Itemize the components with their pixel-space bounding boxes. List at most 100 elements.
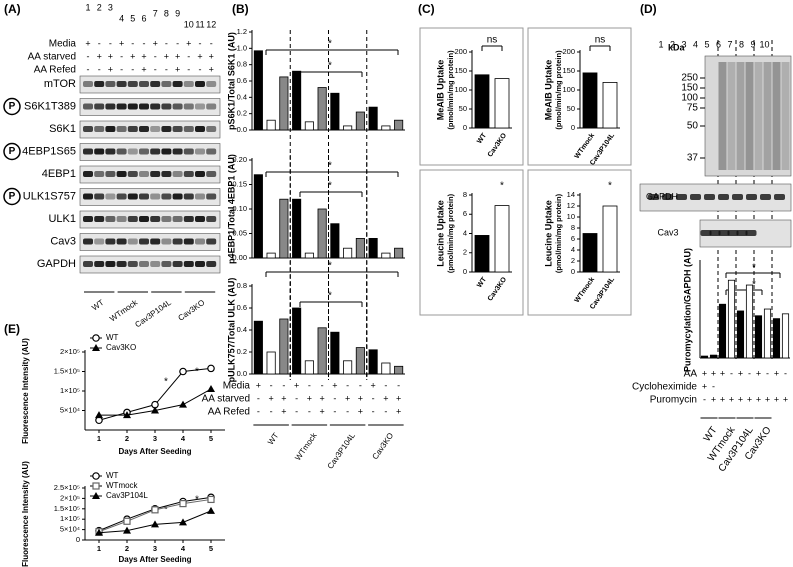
blot-band [150, 148, 161, 155]
treatment-sign: + [141, 64, 146, 74]
lane-number: 2 [97, 2, 102, 12]
treatment-sign: - [384, 380, 387, 390]
blot-band [183, 126, 194, 132]
treatment-sign: - [87, 51, 90, 61]
y-tick-label: 4 [571, 245, 575, 254]
blot-band [718, 230, 730, 236]
x-tick-label: WT [476, 132, 488, 146]
point [207, 385, 215, 393]
frame [527, 169, 632, 316]
point [179, 500, 187, 508]
treatment-sign: - [187, 51, 190, 61]
legend-marker [92, 334, 100, 342]
group-label: Cav3KO [371, 431, 396, 461]
treatment-sign: + [268, 393, 273, 403]
bar [700, 355, 709, 359]
treatment-sign: - [199, 64, 202, 74]
blot-band [94, 261, 105, 267]
blot-smear [781, 62, 790, 170]
treatment-sign: + [209, 51, 214, 61]
treatment-sign: - [712, 381, 715, 391]
treatment-sign: + [108, 64, 113, 74]
blot-band [105, 216, 116, 222]
treatment-sign: + [774, 394, 779, 404]
treatment-sign: + [756, 368, 761, 378]
y-tick-label: 2 [463, 248, 467, 257]
y-tick-label: 0 [463, 123, 467, 132]
treatment-sign: - [359, 380, 362, 390]
bar [343, 247, 353, 259]
treatment-sign: + [738, 394, 743, 404]
blot-band [736, 230, 748, 236]
treatment-sign: - [333, 406, 336, 416]
y-tick-label: 1.5×10⁵ [54, 504, 80, 513]
blot-band [760, 194, 771, 200]
treatment-sign: + [130, 51, 135, 61]
blot-band [105, 238, 116, 245]
blot-band [139, 261, 149, 267]
bar [474, 74, 490, 129]
blot-band [195, 148, 205, 155]
annotation: * [500, 181, 504, 192]
x-tick-label: 5 [209, 544, 213, 553]
treatment-sign: - [199, 38, 202, 48]
blot-band [206, 216, 217, 222]
panel-label: (B) [232, 2, 249, 16]
bar [355, 111, 365, 131]
y-tick-label: 1×10⁵ [60, 386, 80, 395]
annotation: ns [487, 35, 498, 46]
y-tick-label: 0.4 [237, 325, 247, 334]
y-tick-label: 150 [454, 66, 467, 75]
blot-smear [718, 62, 727, 170]
panel-label: (C) [418, 2, 435, 16]
y-axis-label: MeAIB Uptake [543, 60, 553, 121]
y-axis-label: p4EBP1/Total 4EBP1 (AU) [226, 154, 236, 264]
blot-label: Cav3 [50, 235, 76, 247]
y-axis-label: Fluorescence Intensity (AU) [21, 461, 30, 567]
blot-band [183, 261, 194, 267]
blot-band [774, 194, 785, 200]
blot-band [161, 238, 172, 245]
bar [304, 360, 314, 375]
treatment-sign: + [175, 51, 180, 61]
blot-band [94, 216, 105, 222]
treatment-sign: + [396, 406, 401, 416]
y-tick-label: 50 [567, 104, 575, 113]
blot-band [127, 148, 138, 155]
treatment-sign: - [270, 380, 273, 390]
bar [381, 252, 391, 259]
treatment-label: AA [684, 369, 698, 380]
y-tick-label: 200 [454, 47, 467, 56]
blot-band [206, 261, 217, 267]
bar [253, 174, 263, 259]
treatment-sign: + [141, 51, 146, 61]
y-tick-label: 0.6 [237, 76, 247, 85]
blot-band [150, 171, 161, 177]
treatment-sign: - [295, 406, 298, 416]
blot-band [648, 194, 659, 200]
y-tick-label: 5×10⁴ [60, 405, 80, 414]
y-tick-label: 0.2 [237, 347, 247, 356]
blot-band [83, 103, 93, 110]
phospho-label: P [9, 146, 16, 157]
blot-band [183, 193, 194, 200]
blot-band [116, 103, 127, 110]
blot-band [139, 103, 149, 110]
y-tick-label: 12 [567, 201, 575, 210]
bar [368, 106, 378, 131]
treatment-sign: + [281, 406, 286, 416]
lane-number: 7 [727, 39, 732, 49]
group-label: Cav3P104L [133, 298, 173, 330]
annotation: * [195, 495, 199, 506]
blot-band [206, 126, 217, 132]
legend-label: Cav3KO [106, 343, 136, 352]
treatment-sign: + [85, 38, 90, 48]
bar [494, 205, 510, 273]
lane-number: 3 [681, 39, 686, 49]
annotation: * [328, 261, 332, 272]
y-tick-label: 0.4 [237, 92, 247, 101]
x-tick-label: 3 [153, 544, 157, 553]
blot-band [139, 238, 149, 245]
bar [368, 237, 378, 259]
